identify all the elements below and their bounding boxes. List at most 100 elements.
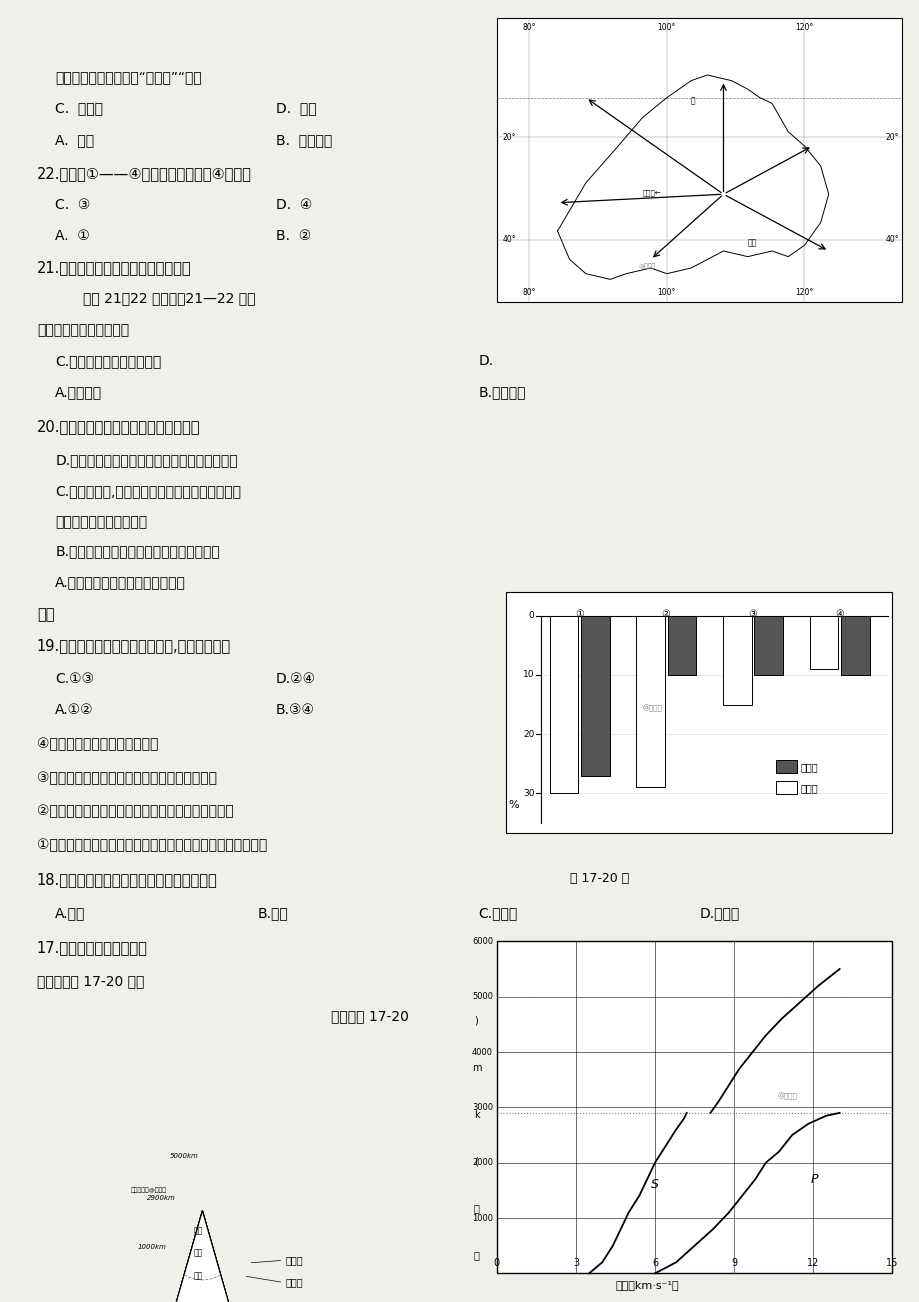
Text: B.地核: B.地核 xyxy=(257,906,288,921)
Bar xyxy=(776,760,796,773)
Text: B.  ②: B. ② xyxy=(276,229,311,243)
Text: P: P xyxy=(811,1173,818,1186)
Bar xyxy=(549,616,578,793)
Text: A.  ①: A. ① xyxy=(55,229,90,243)
Text: 度: 度 xyxy=(473,1203,479,1213)
Text: ①: ① xyxy=(574,609,583,620)
Text: 2000: 2000 xyxy=(471,1159,493,1167)
Text: ②地壳的厚度不均匀，大陆地壳较厚，大洋地壳较薄: ②地壳的厚度不均匀，大陆地壳较厚，大洋地壳较薄 xyxy=(37,805,233,819)
Text: %: % xyxy=(507,799,518,810)
Bar xyxy=(581,616,609,776)
Text: 读题 21、22 图，完成21—22 题。: 读题 21、22 图，完成21—22 题。 xyxy=(83,292,255,306)
Text: @正确云: @正确云 xyxy=(642,704,662,712)
Text: 40°: 40° xyxy=(502,236,516,243)
Text: 题 17-20 图: 题 17-20 图 xyxy=(570,872,629,885)
Text: 5000km: 5000km xyxy=(169,1154,199,1159)
Text: D.  ④: D. ④ xyxy=(276,198,312,212)
Text: C.先左右摇晉，后上下颧簼: C.先左右摇晉，后上下颧簼 xyxy=(55,354,161,368)
Text: A.①②: A.①② xyxy=(55,703,94,717)
Text: A.左右摇晉: A.左右摇晉 xyxy=(55,385,102,400)
Wedge shape xyxy=(153,1211,252,1302)
Wedge shape xyxy=(166,1211,238,1302)
Text: 0: 0 xyxy=(528,612,534,620)
Text: 40°: 40° xyxy=(884,236,898,243)
Wedge shape xyxy=(173,1211,232,1302)
Text: 18.下列有关地球内部圈层的说法，正确的是: 18.下列有关地球内部圈层的说法，正确的是 xyxy=(37,872,217,888)
Text: D.岩石圈: D.岩石圈 xyxy=(698,906,739,921)
Text: D.②④: D.②④ xyxy=(276,672,316,686)
Text: 1000km: 1000km xyxy=(137,1245,166,1250)
Text: 20.地震发生时，在海面上渔船的状态是: 20.地震发生时，在海面上渔船的状态是 xyxy=(37,419,200,435)
Text: 19.地震发生时释放出巨大的能量,下列说法正确: 19.地震发生时释放出巨大的能量,下列说法正确 xyxy=(37,638,231,654)
Text: 出生率: 出生率 xyxy=(800,783,817,793)
Text: 的是: 的是 xyxy=(37,607,54,622)
Text: 图），回答 17-20 题。: 图），回答 17-20 题。 xyxy=(37,974,144,988)
Text: 0: 0 xyxy=(494,1258,499,1268)
Text: 20: 20 xyxy=(523,729,534,738)
Text: 30: 30 xyxy=(523,789,534,798)
Bar xyxy=(505,592,891,833)
Text: 10: 10 xyxy=(523,671,534,680)
Text: A.地壳: A.地壳 xyxy=(55,906,85,921)
Wedge shape xyxy=(159,1211,245,1302)
Text: 死亡率: 死亡率 xyxy=(800,762,817,772)
Text: 21.图中四地人口自然增长率最高的是: 21.图中四地人口自然增长率最高的是 xyxy=(37,260,191,276)
Text: 17.火山喷发的物质来源于: 17.火山喷发的物质来源于 xyxy=(37,940,148,956)
Text: 120°: 120° xyxy=(794,288,812,297)
Text: 下幔: 下幔 xyxy=(193,1226,202,1234)
Text: 4000: 4000 xyxy=(471,1048,493,1056)
Text: 100°: 100° xyxy=(657,23,675,33)
Text: D.发生在海洋中的强烈地震不会对人类产生危害: D.发生在海洋中的强烈地震不会对人类产生危害 xyxy=(55,453,238,467)
Text: 走西口←: 走西口← xyxy=(641,189,661,195)
Text: 100°: 100° xyxy=(657,288,675,297)
Text: C.软流层: C.软流层 xyxy=(478,906,517,921)
Text: 先上下颧簼，后左右摇晉: 先上下颧簼，后左右摇晉 xyxy=(37,323,129,337)
Bar xyxy=(496,18,901,302)
Text: 80°: 80° xyxy=(522,23,536,33)
Text: B.横波的传播速度比纵波慢，但可以通过固: B.横波的传播速度比纵波慢，但可以通过固 xyxy=(55,544,220,559)
Text: @正确云: @正确云 xyxy=(777,1092,796,1100)
Text: ③地幔以古登堡界面为界划分为上地幔和下地幔: ③地幔以古登堡界面为界划分为上地幔和下地幔 xyxy=(37,771,217,785)
Text: 古登堡界面@正确云: 古登堡界面@正确云 xyxy=(130,1187,167,1193)
Text: 读图（题 17-20: 读图（题 17-20 xyxy=(331,1009,409,1023)
Text: 120°: 120° xyxy=(794,23,812,33)
Text: 20°: 20° xyxy=(884,133,898,142)
Text: 6: 6 xyxy=(652,1258,657,1268)
Text: 软流层: 软流层 xyxy=(285,1255,302,1266)
Text: 岩石圈: 岩石圈 xyxy=(285,1277,302,1288)
Text: m: m xyxy=(471,1062,481,1073)
Text: 15: 15 xyxy=(885,1258,898,1268)
Text: 地壳: 地壳 xyxy=(193,1272,202,1280)
Wedge shape xyxy=(180,1211,224,1295)
Bar xyxy=(840,616,868,674)
Text: ④地壳与地幔的分界面是莫霍面: ④地壳与地幔的分界面是莫霍面 xyxy=(37,737,158,751)
Text: ②: ② xyxy=(661,609,670,620)
Bar xyxy=(776,781,796,794)
Text: 20°: 20° xyxy=(502,133,516,142)
Text: 深: 深 xyxy=(473,1250,479,1260)
Text: ④: ④ xyxy=(834,609,843,620)
Bar xyxy=(496,941,891,1273)
Text: @正确云: @正确云 xyxy=(638,263,655,270)
Text: 9: 9 xyxy=(731,1258,736,1268)
Text: C.①③: C.①③ xyxy=(55,672,95,686)
Text: (: ( xyxy=(474,1156,478,1167)
Text: 6000: 6000 xyxy=(471,937,493,945)
Text: 上幔: 上幔 xyxy=(193,1249,202,1256)
Text: ①地球内部由外向内可以划分为岩石圈、地幔、地核三个圈层: ①地球内部由外向内可以划分为岩石圈、地幔、地核三个圈层 xyxy=(37,838,267,853)
Bar xyxy=(667,616,696,674)
Bar xyxy=(722,616,751,704)
Text: S: S xyxy=(651,1178,658,1191)
Text: D.: D. xyxy=(478,354,493,368)
Text: C.地震发生时,首先到达地面的是地震波中的横波: C.地震发生时,首先到达地面的是地震波中的横波 xyxy=(55,484,241,499)
Text: B.③④: B.③④ xyxy=(276,703,314,717)
Text: A.地震通过地震波向外释放出能量: A.地震通过地震波向外释放出能量 xyxy=(55,575,186,590)
Text: ): ) xyxy=(474,1016,478,1026)
Wedge shape xyxy=(188,1211,216,1263)
Text: 速度（km·s⁻¹）: 速度（km·s⁻¹） xyxy=(615,1280,678,1290)
Text: 1000: 1000 xyxy=(471,1213,493,1223)
Text: 南: 南 xyxy=(690,96,695,105)
Text: D.  印度: D. 印度 xyxy=(276,102,316,116)
Text: 3000: 3000 xyxy=(471,1103,493,1112)
Text: 北京: 北京 xyxy=(747,238,756,247)
